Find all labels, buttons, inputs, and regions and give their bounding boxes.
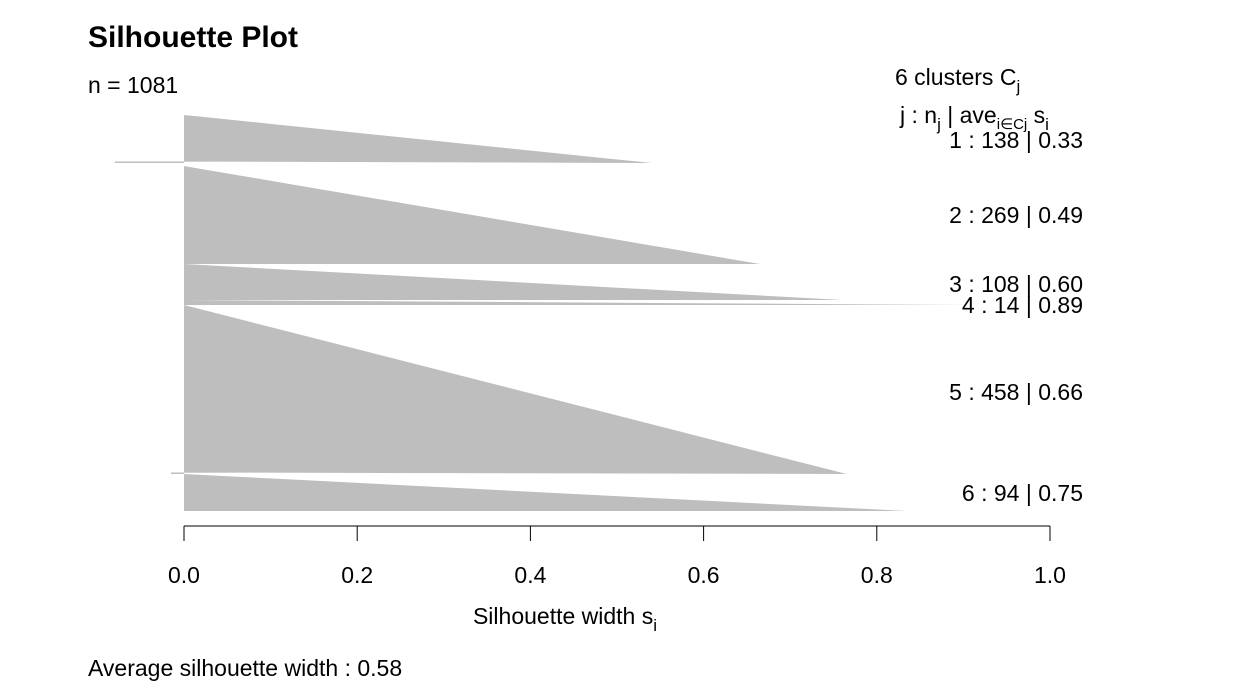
x-tick-label: 0.8 — [861, 562, 893, 588]
chart-subtitle: n = 1081 — [88, 72, 178, 98]
x-axis-label: Silhouette width si — [473, 603, 657, 635]
cluster-labels: 1 : 138 | 0.33 2 : 269 | 0.49 3 : 108 | 0.… — [949, 127, 1083, 506]
cluster-2-silhouette-bars — [184, 166, 760, 264]
x-tick-label: 1.0 — [1034, 562, 1066, 588]
average-silhouette-width: Average silhouette width : 0.58 — [88, 655, 402, 681]
cluster-1-silhouette-bars — [114, 115, 652, 163]
x-tick-label: 0.4 — [514, 562, 546, 588]
cluster-5-silhouette-bars — [171, 305, 847, 474]
legend-header-line2: j : nj | avei∈Cj si — [899, 102, 1049, 134]
cluster-4-label: 4 : 14 | 0.89 — [962, 292, 1083, 318]
cluster-6-silhouette-bars — [184, 474, 908, 511]
x-tick-label: 0.6 — [688, 562, 720, 588]
chart-title: Silhouette Plot — [88, 21, 298, 54]
x-axis: 0.0 0.2 0.4 0.6 0.8 1.0 — [168, 525, 1066, 588]
cluster-2-label: 2 : 269 | 0.49 — [949, 202, 1083, 228]
cluster-6-label: 6 : 94 | 0.75 — [962, 480, 1083, 506]
x-tick-label: 0.2 — [341, 562, 373, 588]
cluster-1-label: 1 : 138 | 0.33 — [949, 127, 1083, 153]
legend-header-line1: 6 clusters Cj — [895, 64, 1020, 96]
cluster-5-label: 5 : 458 | 0.66 — [949, 379, 1083, 405]
cluster-3-silhouette-bars — [184, 264, 843, 300]
silhouette-bars — [114, 115, 973, 511]
cluster-3-label: 3 : 108 | 0.60 — [949, 271, 1083, 297]
x-tick-label: 0.0 — [168, 562, 200, 588]
cluster-4-silhouette-bars — [184, 300, 973, 305]
